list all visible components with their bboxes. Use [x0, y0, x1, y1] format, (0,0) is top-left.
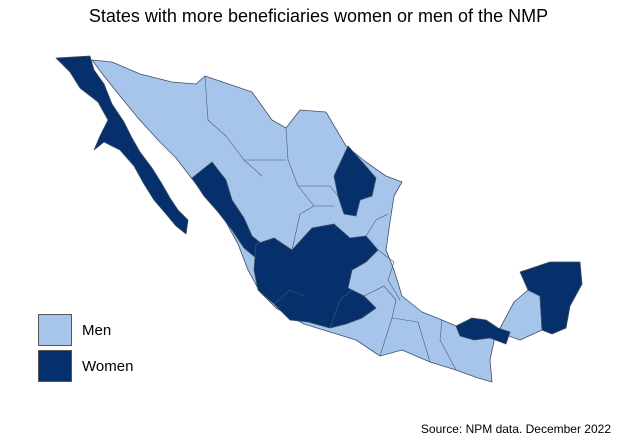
region-women-central-west [253, 223, 379, 329]
state-border-7 [377, 249, 401, 301]
state-border-1 [204, 75, 263, 177]
source-note: Source: NPM data. December 2022 [420, 422, 611, 436]
legend-swatch-women [38, 350, 72, 382]
legend-label-women: Women [82, 357, 134, 375]
state-border-9 [391, 317, 431, 363]
legend-item-women: Women [38, 348, 133, 384]
state-border-8 [363, 285, 397, 357]
region-women-nuevo-leon [333, 145, 377, 217]
state-border-12 [273, 289, 305, 305]
legend-swatch-men [38, 314, 72, 346]
legend-item-men: Men [38, 312, 133, 348]
state-border-2 [285, 127, 315, 207]
state-border-5 [291, 205, 334, 251]
region-women-tabasco [455, 317, 511, 345]
region-women-yucatan [519, 261, 583, 335]
state-border-6 [365, 213, 389, 237]
state-border-11 [329, 289, 353, 329]
map-title: States with more beneficiaries women or … [88, 6, 549, 26]
region-men-mainland [91, 59, 497, 383]
region-women-baja-california [55, 55, 189, 235]
state-border-10 [439, 319, 457, 371]
map-legend: Men Women [38, 312, 133, 384]
legend-label-men: Men [82, 321, 112, 339]
state-border-4 [298, 185, 339, 197]
